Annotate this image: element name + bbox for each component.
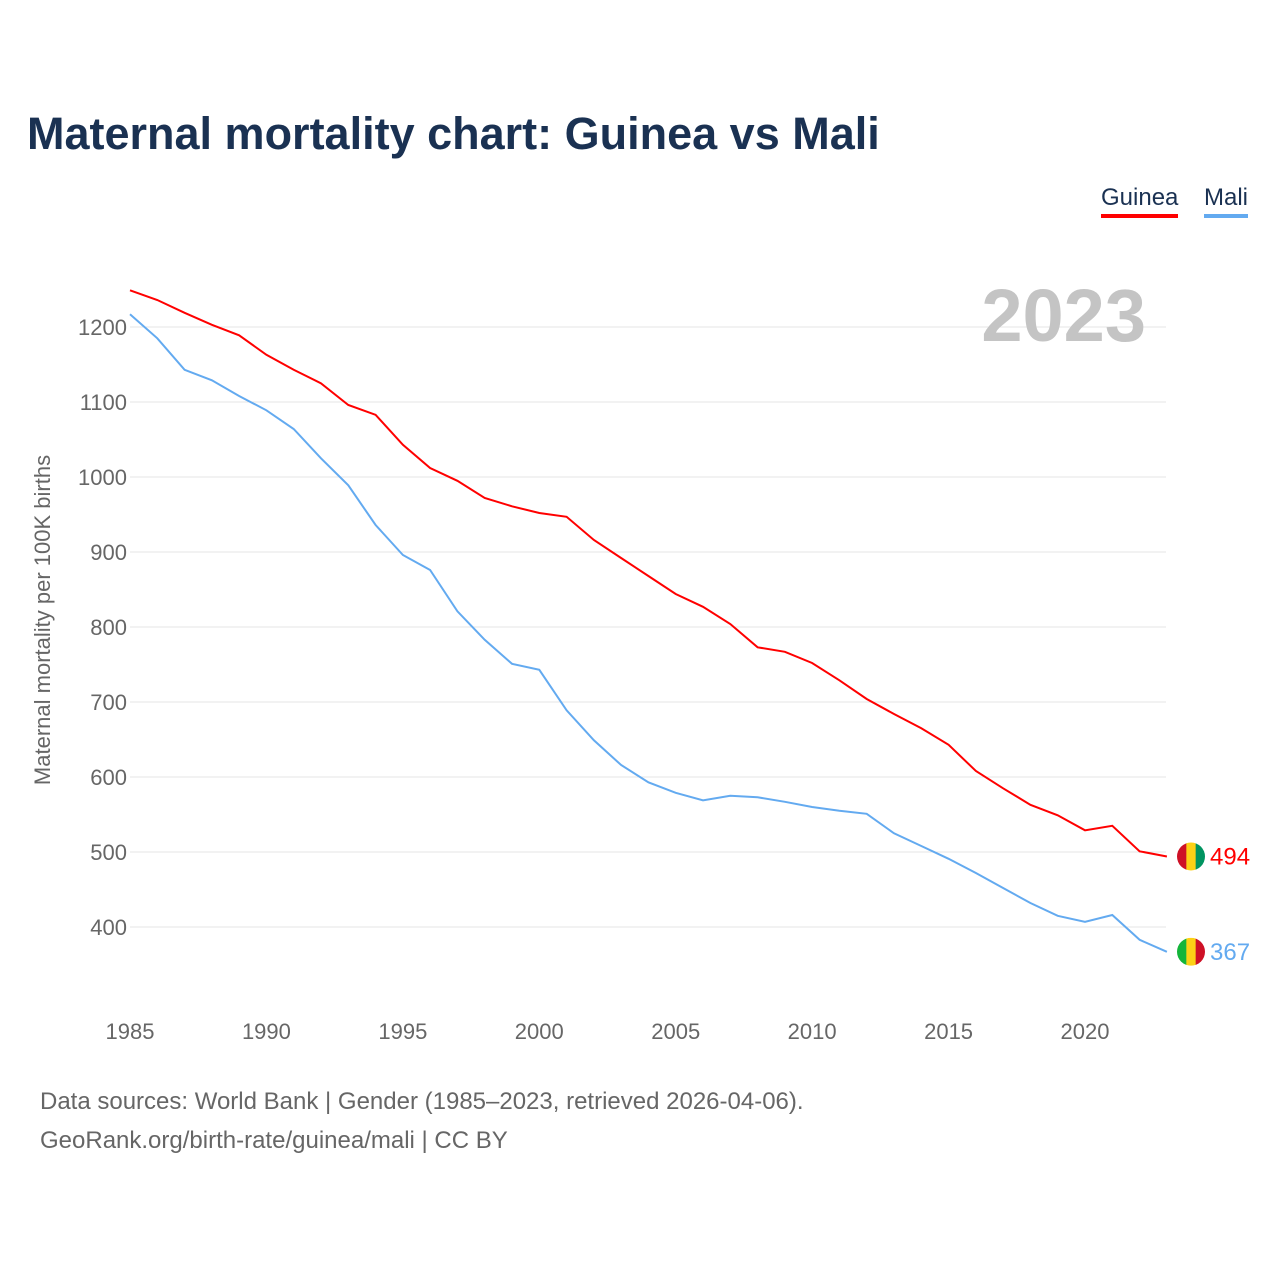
series-line-mali — [129, 313, 1168, 953]
y-tick-label: 700 — [90, 690, 127, 715]
x-tick-label: 1990 — [242, 1019, 291, 1044]
flag-mali-icon — [1195, 937, 1205, 966]
x-tick-label: 1995 — [378, 1019, 427, 1044]
y-tick-label: 800 — [90, 615, 127, 640]
y-tick-label: 900 — [90, 540, 127, 565]
series-line-guinea — [129, 289, 1168, 858]
footer-sources: Data sources: World Bank | Gender (1985–… — [40, 1088, 804, 1115]
end-value-label-mali: 367 — [1210, 939, 1250, 966]
y-tick-label: 1000 — [78, 465, 127, 490]
legend-guinea[interactable]: Guinea — [1101, 184, 1179, 218]
y-axis-label: Maternal mortality per 100K births — [30, 455, 55, 785]
y-tick-label: 1200 — [78, 315, 127, 340]
flag-guinea-icon — [1186, 842, 1197, 871]
x-tick-label: 2005 — [651, 1019, 700, 1044]
flag-guinea-icon — [1195, 842, 1205, 871]
year-label: 2023 — [981, 274, 1146, 357]
chart-title: Maternal mortality chart: Guinea vs Mali — [27, 108, 880, 159]
x-tick-label: 2000 — [515, 1019, 564, 1044]
flag-mali-icon — [1186, 937, 1197, 966]
legend-mali[interactable]: Mali — [1204, 184, 1249, 218]
flag-mali-icon — [1177, 937, 1187, 966]
footer-credit: GeoRank.org/birth-rate/guinea/mali | CC … — [40, 1127, 508, 1154]
x-tick-label: 2010 — [788, 1019, 837, 1044]
y-tick-label: 500 — [90, 840, 127, 865]
y-tick-label: 600 — [90, 765, 127, 790]
end-value-label-guinea: 494 — [1210, 844, 1250, 871]
x-tick-label: 1985 — [106, 1019, 155, 1044]
x-tick-label: 2020 — [1061, 1019, 1110, 1044]
flag-guinea-icon — [1177, 842, 1187, 871]
y-tick-label: 400 — [90, 915, 127, 940]
x-tick-label: 2015 — [924, 1019, 973, 1044]
y-tick-label: 1100 — [80, 390, 127, 415]
